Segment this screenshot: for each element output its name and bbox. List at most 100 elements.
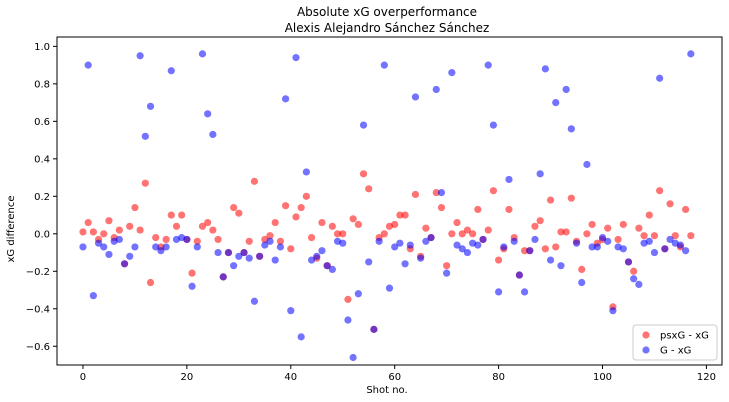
data-point [411,190,420,199]
data-point [287,245,295,253]
data-point [635,224,643,232]
data-point [188,269,196,277]
data-point [204,218,212,227]
data-point [531,222,539,230]
data-point [495,256,503,264]
data-point [474,241,482,249]
data-point [687,232,695,240]
data-point [458,230,466,238]
data-point [619,220,627,229]
y-tick-label: 0.4 [34,154,50,165]
data-point [546,196,555,204]
data-point [209,226,217,234]
data-point [469,230,477,238]
data-point [162,243,170,251]
data-point [126,252,134,260]
y-tick-label: 0.6 [34,117,50,128]
data-point [666,235,674,244]
data-point [536,217,544,225]
data-point [250,177,259,185]
x-tick-label: 80 [492,372,505,383]
legend-label: psxG - xG [660,331,709,342]
data-point [349,353,357,362]
data-point [541,245,549,253]
data-point [162,235,170,244]
data-point [448,230,456,238]
plot-frame [56,36,723,366]
data-point [359,121,368,129]
chart-subtitle: Alexis Alejandro Sánchez Sánchez [285,21,490,35]
data-point [84,218,92,227]
data-point [126,222,134,230]
x-tick-label: 20 [181,372,194,383]
data-point [344,316,352,324]
data-point [115,235,123,244]
data-point [656,187,664,195]
data-point [105,217,113,225]
data-point [396,239,404,247]
data-point [474,205,482,214]
data-point [645,211,653,219]
data-point [619,245,627,253]
data-point [276,237,284,245]
data-point [479,235,487,244]
data-point [328,222,336,230]
data-point [100,243,108,251]
x-axis: 0 20 40 60 80 100 120 [80,365,716,383]
data-point [520,247,529,255]
data-point [354,290,362,298]
data-point [178,211,186,219]
y-axis-label: xG difference [6,195,17,262]
data-point [572,239,581,247]
data-point [515,271,523,279]
data-point [152,243,160,251]
data-point [401,260,409,268]
data-point [359,170,368,178]
data-point [230,262,238,270]
data-point [567,125,575,133]
data-point [214,248,222,257]
data-point [391,243,399,251]
x-tick-label: 60 [388,372,401,383]
data-point [276,243,284,251]
data-point [682,205,690,214]
data-point [557,228,565,236]
data-point [593,243,601,251]
data-point [448,69,456,77]
data-point [645,237,653,245]
data-point [495,288,503,296]
chart-title: Absolute xG overperformance [297,5,477,19]
data-point [562,85,570,94]
data-point [427,233,435,242]
data-point [198,50,207,58]
data-point [100,230,108,238]
data-point [136,52,144,60]
data-point [339,239,347,247]
data-point [443,269,451,277]
data-point [172,222,181,230]
series-g-minus-xg [79,50,695,362]
data-point [463,226,472,234]
data-point [219,273,227,281]
data-point [141,179,149,187]
data-point [131,203,139,212]
data-point [94,239,103,247]
data-point [297,333,305,341]
data-point [307,233,316,242]
data-point [115,226,123,234]
data-point [401,211,409,219]
data-point [676,241,685,249]
x-axis-label: Shot no. [366,385,407,396]
data-point [385,284,394,292]
data-point [489,187,498,195]
legend: psxG - xG G - xG [632,324,718,361]
data-point [271,218,279,227]
data-point [432,85,440,94]
data-point [567,194,575,202]
data-point [339,230,347,238]
data-point [453,218,461,227]
data-point [261,241,269,249]
data-point [526,247,534,255]
data-point [152,233,160,242]
